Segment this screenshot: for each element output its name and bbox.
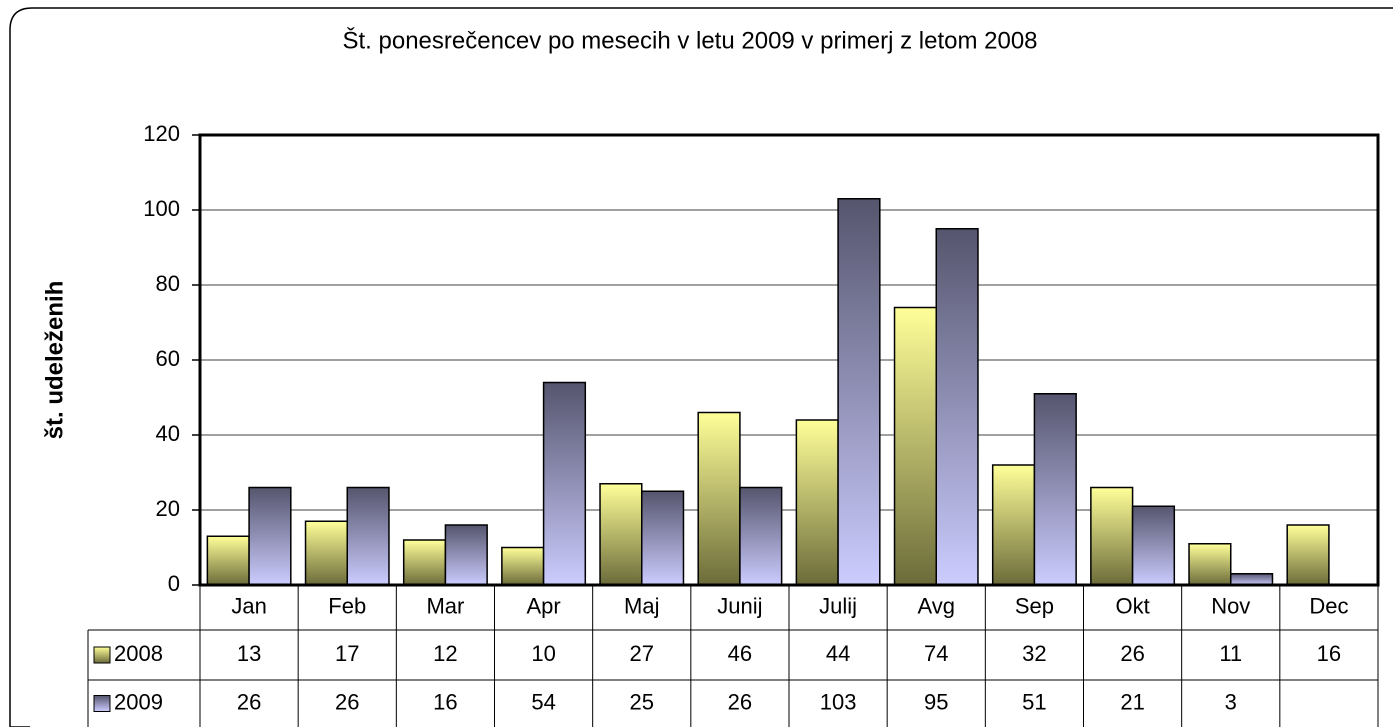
y-tick-label: 100 xyxy=(143,196,180,221)
x-tick-label: Nov xyxy=(1211,593,1250,618)
table-value: 21 xyxy=(1120,689,1144,714)
y-tick-label: 20 xyxy=(156,496,180,521)
table-value: 25 xyxy=(630,689,654,714)
table-value: 46 xyxy=(728,641,752,666)
bar xyxy=(935,228,979,586)
table-value: 26 xyxy=(728,689,752,714)
table-value: 12 xyxy=(433,641,457,666)
table-value: 26 xyxy=(1120,641,1144,666)
x-tick-label: Dec xyxy=(1309,593,1348,618)
bar xyxy=(641,490,685,586)
x-tick-label: Junij xyxy=(717,593,762,618)
bar xyxy=(795,419,839,586)
x-tick-label: Sep xyxy=(1015,593,1054,618)
bar xyxy=(248,486,292,586)
bar xyxy=(346,486,390,586)
bar xyxy=(1286,524,1330,586)
table-value: 54 xyxy=(531,689,555,714)
x-tick-label: Jan xyxy=(231,593,266,618)
bar xyxy=(304,520,349,586)
chart-title: Št. ponesrečencev po mesecih v letu 2009… xyxy=(342,26,1037,54)
table-value: 16 xyxy=(1317,641,1341,666)
x-tick-label: Apr xyxy=(526,593,560,618)
x-tick-label: Julij xyxy=(819,593,857,618)
bar xyxy=(206,535,250,586)
bar xyxy=(991,464,1036,586)
bar xyxy=(1188,543,1232,586)
legend-swatch xyxy=(93,646,111,664)
table-value: 27 xyxy=(630,641,654,666)
y-axis-label: št. udeleženih xyxy=(41,281,68,440)
legend-label: 2008 xyxy=(114,641,163,666)
bar xyxy=(1131,505,1176,586)
y-tick-label: 0 xyxy=(168,571,180,596)
table-value: 3 xyxy=(1225,689,1237,714)
bar xyxy=(444,524,488,586)
bar xyxy=(501,546,545,586)
table-value: 10 xyxy=(531,641,555,666)
frame xyxy=(9,7,1393,727)
x-tick-label: Okt xyxy=(1115,593,1149,618)
y-tick-label: 120 xyxy=(143,121,180,146)
legend-label: 2009 xyxy=(114,689,163,714)
x-tick-label: Mar xyxy=(426,593,464,618)
legend-swatch xyxy=(93,695,111,712)
table-value: 95 xyxy=(924,689,948,714)
table-value: 13 xyxy=(237,641,261,666)
x-tick-label: Feb xyxy=(328,593,366,618)
table-value: 16 xyxy=(433,689,457,714)
bar xyxy=(1090,486,1134,586)
table-value: 51 xyxy=(1022,689,1046,714)
bar xyxy=(697,411,741,586)
bar xyxy=(1033,393,1077,586)
bar xyxy=(402,539,447,586)
table-value: 26 xyxy=(237,689,261,714)
bar xyxy=(542,381,587,586)
bar xyxy=(837,198,881,586)
table-value: 103 xyxy=(820,689,857,714)
table-value: 44 xyxy=(826,641,850,666)
y-tick-label: 80 xyxy=(156,271,180,296)
table-value: 74 xyxy=(924,641,948,666)
bar xyxy=(893,306,938,586)
y-tick-label: 60 xyxy=(156,346,180,371)
table-value: 11 xyxy=(1219,641,1242,666)
table-value: 32 xyxy=(1022,641,1046,666)
table-value: 17 xyxy=(335,641,359,666)
x-tick-label: Avg xyxy=(917,593,955,618)
y-tick-label: 40 xyxy=(156,421,180,446)
bar xyxy=(739,486,783,586)
table-value: 26 xyxy=(335,689,359,714)
x-tick-label: Maj xyxy=(624,593,659,618)
bar xyxy=(1230,573,1274,586)
bar xyxy=(599,483,643,586)
